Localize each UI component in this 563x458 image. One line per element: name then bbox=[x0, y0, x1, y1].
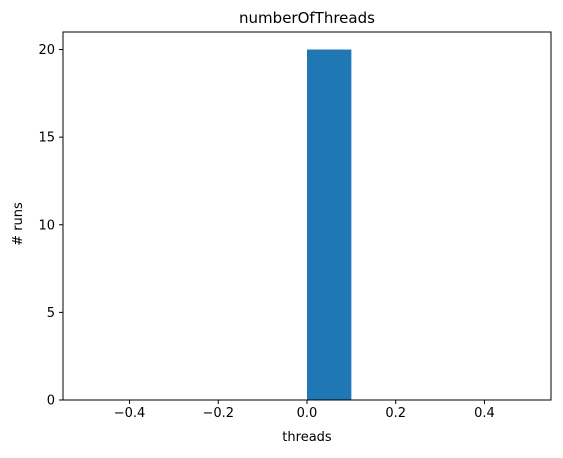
x-tick-label: −0.4 bbox=[114, 406, 146, 421]
chart-title: numberOfThreads bbox=[239, 9, 375, 27]
bar-0 bbox=[307, 49, 352, 401]
y-tick-label: 5 bbox=[47, 306, 55, 321]
y-tick-label: 10 bbox=[38, 218, 55, 233]
y-tick-label: 0 bbox=[47, 394, 55, 409]
ticks-layer: −0.4 −0.2 0.0 0.2 0.4 0 5 10 15 20 bbox=[38, 43, 494, 421]
x-tick-label: −0.2 bbox=[202, 406, 234, 421]
x-axis-label: threads bbox=[282, 430, 332, 445]
x-tick-label: 0.2 bbox=[385, 406, 406, 421]
y-tick-label: 15 bbox=[38, 131, 55, 146]
x-tick-label: 0.4 bbox=[474, 406, 495, 421]
y-tick-label: 20 bbox=[38, 43, 55, 58]
y-axis-label: # runs bbox=[11, 202, 26, 246]
x-tick-label: 0.0 bbox=[297, 406, 318, 421]
bars-layer bbox=[307, 49, 352, 401]
